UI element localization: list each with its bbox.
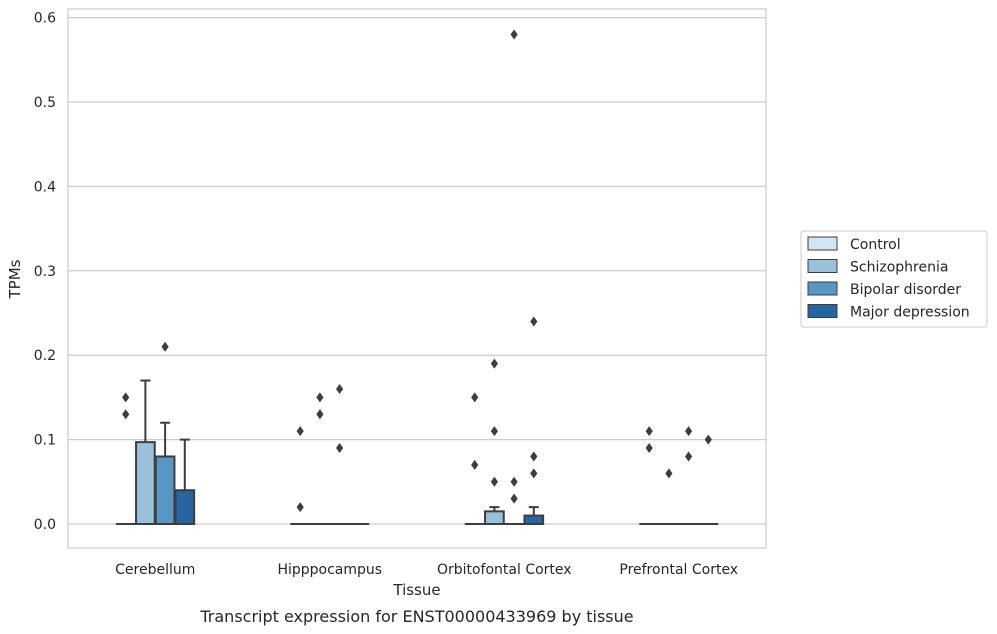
legend-swatch [807, 259, 838, 273]
outliers-layer [122, 29, 712, 513]
legend-label: Schizophrenia [850, 260, 948, 276]
box-schizophrenia [484, 506, 505, 525]
x-axis-label: Tissue [392, 581, 440, 599]
x-tick-label: Prefrontal Cortex [619, 562, 738, 578]
chart-caption: Transcript expression for ENST0000043396… [199, 607, 633, 626]
outlier-marker [122, 409, 130, 420]
x-tick-label: Cerebellum [115, 562, 195, 578]
legend-label: Major depression [850, 305, 970, 321]
x-tick-label: Hipppocampus [277, 562, 382, 578]
outlier-marker [161, 341, 169, 352]
grid-layer [68, 16, 766, 525]
legend: Control Schizophrenia Bipolar disorder Majo… [800, 230, 988, 328]
outlier-marker [490, 476, 498, 487]
outlier-marker [122, 392, 130, 403]
box-bipolar-disorder [154, 421, 176, 526]
box-major-depression [174, 438, 196, 525]
box-body [484, 510, 505, 525]
outlier-marker [645, 426, 653, 437]
box-schizophrenia [135, 379, 156, 525]
outlier-marker [336, 383, 344, 394]
legend-swatch [807, 281, 838, 296]
box-body [154, 455, 176, 526]
outlier-marker [685, 451, 693, 462]
outlier-marker [316, 409, 324, 420]
legend-swatch [807, 304, 838, 318]
outlier-marker [490, 426, 498, 437]
y-tick-label: 0.4 [34, 179, 56, 195]
x-tick-labels: Cerebellum Hipppocampus Orbitofontal Corte… [115, 562, 738, 578]
y-tick-label: 0.0 [34, 517, 56, 533]
outlier-marker [471, 459, 479, 470]
outlier-marker [530, 468, 538, 479]
box-major-depression [523, 506, 545, 525]
outlier-marker [490, 358, 498, 369]
y-tick-label: 0.1 [34, 433, 56, 449]
y-tick-label: 0.6 [34, 11, 56, 27]
outlier-marker [296, 502, 304, 513]
outlier-marker [704, 434, 712, 445]
plot-frame [67, 8, 767, 549]
y-tick-labels: 0.0 0.1 0.2 0.3 0.4 0.5 0.6 [34, 11, 56, 533]
y-tick-label: 0.3 [34, 264, 56, 280]
box-body [523, 514, 545, 525]
outlier-marker [296, 426, 304, 437]
outlier-marker [665, 468, 673, 479]
outlier-marker [316, 392, 324, 403]
legend-label: Bipolar disorder [850, 282, 961, 298]
outlier-marker [530, 451, 538, 462]
box-body [174, 489, 196, 525]
outlier-marker [530, 316, 538, 327]
outlier-marker [510, 493, 518, 504]
y-tick-label: 0.5 [34, 95, 56, 111]
legend-frame [800, 230, 988, 328]
y-tick-label: 0.2 [34, 348, 56, 364]
legend-label: Control [850, 237, 901, 253]
box-body [135, 441, 156, 525]
outlier-marker [685, 426, 693, 437]
x-tick-label: Orbitofontal Cortex [437, 562, 572, 578]
boxes-layer [115, 379, 719, 526]
outlier-marker [510, 476, 518, 487]
outlier-marker [336, 443, 344, 454]
outlier-marker [510, 29, 518, 40]
y-axis-label: TPMs [6, 259, 24, 299]
outlier-marker [645, 443, 653, 454]
outlier-marker [471, 392, 479, 403]
legend-swatch [807, 236, 838, 251]
